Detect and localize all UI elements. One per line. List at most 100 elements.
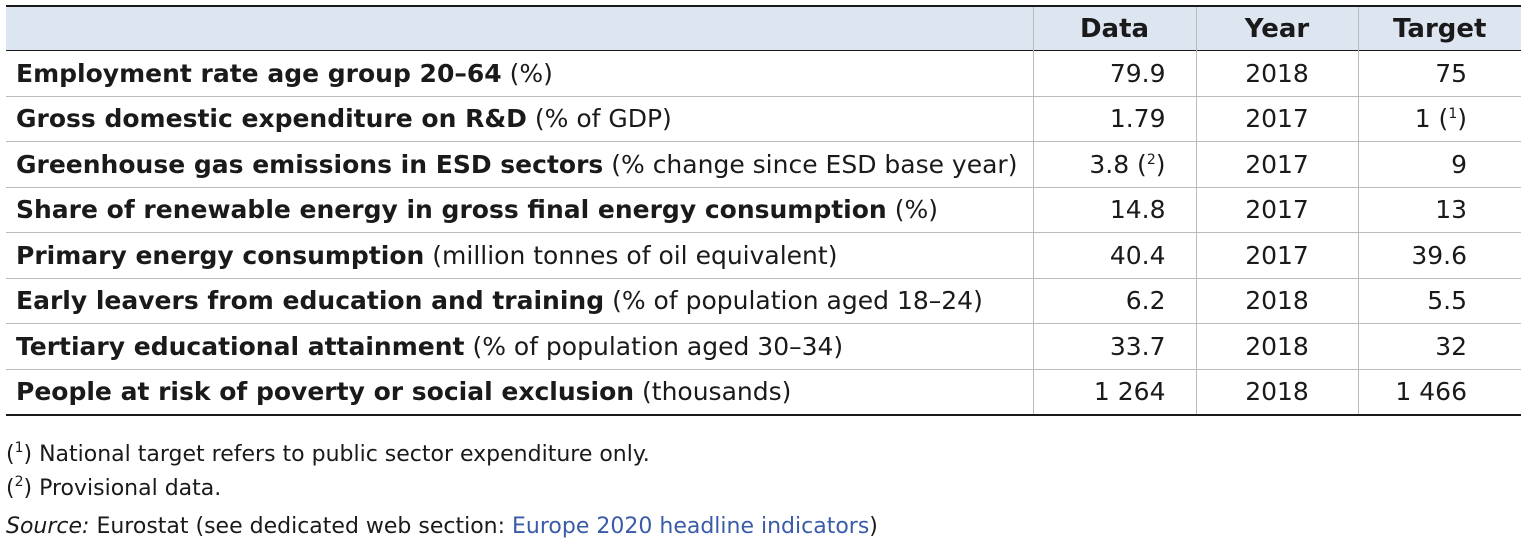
footnote-1: (1) National target refers to public sec…: [6, 440, 650, 467]
source-link[interactable]: Europe 2020 headline indicators: [512, 514, 870, 539]
table-row: Employment rate age group 20–64 (%) 79.9 2…: [6, 50, 1521, 96]
header-year: Year: [1195, 6, 1358, 51]
year-cell: 2018: [1195, 50, 1358, 96]
header-data: Data: [1032, 6, 1196, 51]
indicator-cell: People at risk of poverty or social excl…: [6, 368, 1033, 415]
indicator-table: Data Year Target Employment rate age gro…: [6, 5, 1521, 416]
data-cell-value: 40.4: [1109, 240, 1166, 270]
indicator-name: Gross domestic expenditure on R&D: [16, 104, 527, 134]
year-cell-value: 2017: [1245, 240, 1309, 270]
target-cell-value: 75: [1435, 58, 1467, 88]
year-cell-value: 2017: [1245, 104, 1309, 134]
data-cell: 3.8 (2): [1032, 141, 1196, 187]
table-row: Tertiary educational attainment (% of po…: [6, 323, 1521, 369]
year-cell: 2017: [1195, 141, 1358, 187]
target-cell-value: 9: [1451, 149, 1467, 179]
target-cell-value: 39.6: [1411, 240, 1467, 270]
table-row: Greenhouse gas emissions in ESD sectors …: [6, 141, 1521, 187]
footnote-2: (2) Provisional data.: [6, 474, 222, 501]
target-cell: 9: [1357, 141, 1521, 187]
table-row: People at risk of poverty or social excl…: [6, 368, 1521, 415]
year-cell: 2018: [1195, 323, 1358, 369]
data-cell: 1 264: [1032, 368, 1196, 415]
target-cell-value: 1 466: [1395, 377, 1467, 406]
year-cell-value: 2018: [1245, 331, 1309, 361]
footnote-1-text: ) National target refers to public secto…: [23, 442, 650, 467]
indicator-unit: (% of population aged 30–34): [472, 331, 844, 361]
table-row: Early leavers from education and trainin…: [6, 277, 1521, 324]
indicator-unit: (% change since ESD base year): [611, 149, 1018, 179]
indicator-name: Primary energy consumption: [16, 240, 425, 270]
data-cell: 79.9: [1032, 50, 1196, 96]
indicator-cell: Greenhouse gas emissions in ESD sectors …: [6, 141, 1033, 187]
target-cell: 5.5: [1357, 277, 1521, 324]
data-cell: 14.8: [1032, 186, 1196, 233]
table-row: Primary energy consumption (million tonn…: [6, 232, 1521, 278]
target-cell-value: 13: [1435, 195, 1467, 225]
target-cell: 1 (1): [1357, 95, 1521, 142]
indicator-unit: (% of population aged 18–24): [612, 286, 983, 316]
indicator-name: Share of renewable energy in gross final…: [16, 195, 887, 225]
indicator-cell: Employment rate age group 20–64 (%): [6, 50, 1033, 96]
footnotes: (1) National target refers to public sec…: [6, 438, 1521, 544]
footnote-2-marker: 2: [14, 474, 24, 490]
target-cell-value: 32: [1435, 331, 1467, 361]
indicator-name: Employment rate age group 20–64: [16, 58, 502, 88]
header-row: Data Year Target: [6, 6, 1521, 51]
footnote-2-text: ) Provisional data.: [23, 476, 222, 501]
indicator-unit: (thousands): [642, 377, 792, 406]
data-cell-value: 14.8: [1109, 195, 1166, 225]
target-cell-footnote-marker: 1: [1448, 106, 1458, 123]
indicator-name: People at risk of poverty or social excl…: [16, 377, 635, 406]
indicator-cell: Primary energy consumption (million tonn…: [6, 232, 1033, 278]
indicator-name: Early leavers from education and trainin…: [16, 286, 605, 316]
data-cell-footnote-marker: 2: [1146, 151, 1156, 168]
target-cell: 39.6: [1357, 232, 1521, 278]
data-cell-value: 1.79: [1109, 104, 1166, 134]
year-cell-value: 2017: [1245, 195, 1309, 225]
source-line: Source: Eurostat (see dedicated web sect…: [6, 510, 1521, 544]
year-cell: 2018: [1195, 368, 1358, 415]
data-cell-value: 6.2: [1125, 286, 1166, 316]
header-target: Target: [1357, 6, 1521, 51]
year-cell: 2017: [1195, 232, 1358, 278]
indicator-cell: Share of renewable energy in gross final…: [6, 186, 1033, 233]
table-row: Share of renewable energy in gross final…: [6, 186, 1521, 233]
source-label: Source:: [6, 514, 90, 539]
indicator-cell: Early leavers from education and trainin…: [6, 277, 1033, 324]
year-cell-value: 2017: [1245, 149, 1309, 179]
data-cell-value: 3.8 (: [1089, 149, 1147, 179]
data-cell-value: 33.7: [1109, 331, 1166, 361]
indicator-name: Tertiary educational attainment: [16, 331, 465, 361]
indicator-unit: (%): [509, 58, 553, 88]
data-cell: 40.4: [1032, 232, 1196, 278]
indicator-cell: Tertiary educational attainment (% of po…: [6, 323, 1033, 369]
indicator-unit: (million tonnes of oil equivalent): [432, 240, 838, 270]
indicator-unit: (%): [894, 195, 938, 225]
data-cell: 1.79: [1032, 95, 1196, 142]
target-cell-value: 1 (: [1414, 104, 1449, 134]
header-indicator-cell: [6, 6, 1033, 51]
data-cell-value: 79.9: [1109, 58, 1166, 88]
target-cell: 75: [1357, 50, 1521, 96]
table-header: Data Year Target: [6, 6, 1521, 51]
footnote-1-marker: 1: [14, 440, 24, 456]
indicator-cell: Gross domestic expenditure on R&D (% of …: [6, 95, 1033, 142]
data-cell: 6.2: [1032, 277, 1196, 324]
year-cell: 2017: [1195, 186, 1358, 233]
year-cell-value: 2018: [1245, 58, 1309, 88]
year-cell-value: 2018: [1245, 286, 1309, 316]
year-cell: 2017: [1195, 95, 1358, 142]
target-cell: 32: [1357, 323, 1521, 369]
indicator-unit: (% of GDP): [534, 104, 672, 134]
indicator-name: Greenhouse gas emissions in ESD sectors: [16, 149, 604, 179]
table-body: Employment rate age group 20–64 (%) 79.9 2…: [6, 50, 1521, 415]
table-row: Gross domestic expenditure on R&D (% of …: [6, 95, 1521, 142]
target-cell: 13: [1357, 186, 1521, 233]
target-cell: 1 466: [1357, 368, 1521, 415]
indicator-table-container: Data Year Target Employment rate age gro…: [6, 5, 1521, 416]
year-cell: 2018: [1195, 277, 1358, 324]
source-text: Eurostat (see dedicated web section:: [89, 514, 513, 539]
data-cell: 33.7: [1032, 323, 1196, 369]
target-cell-value: 5.5: [1427, 286, 1467, 316]
